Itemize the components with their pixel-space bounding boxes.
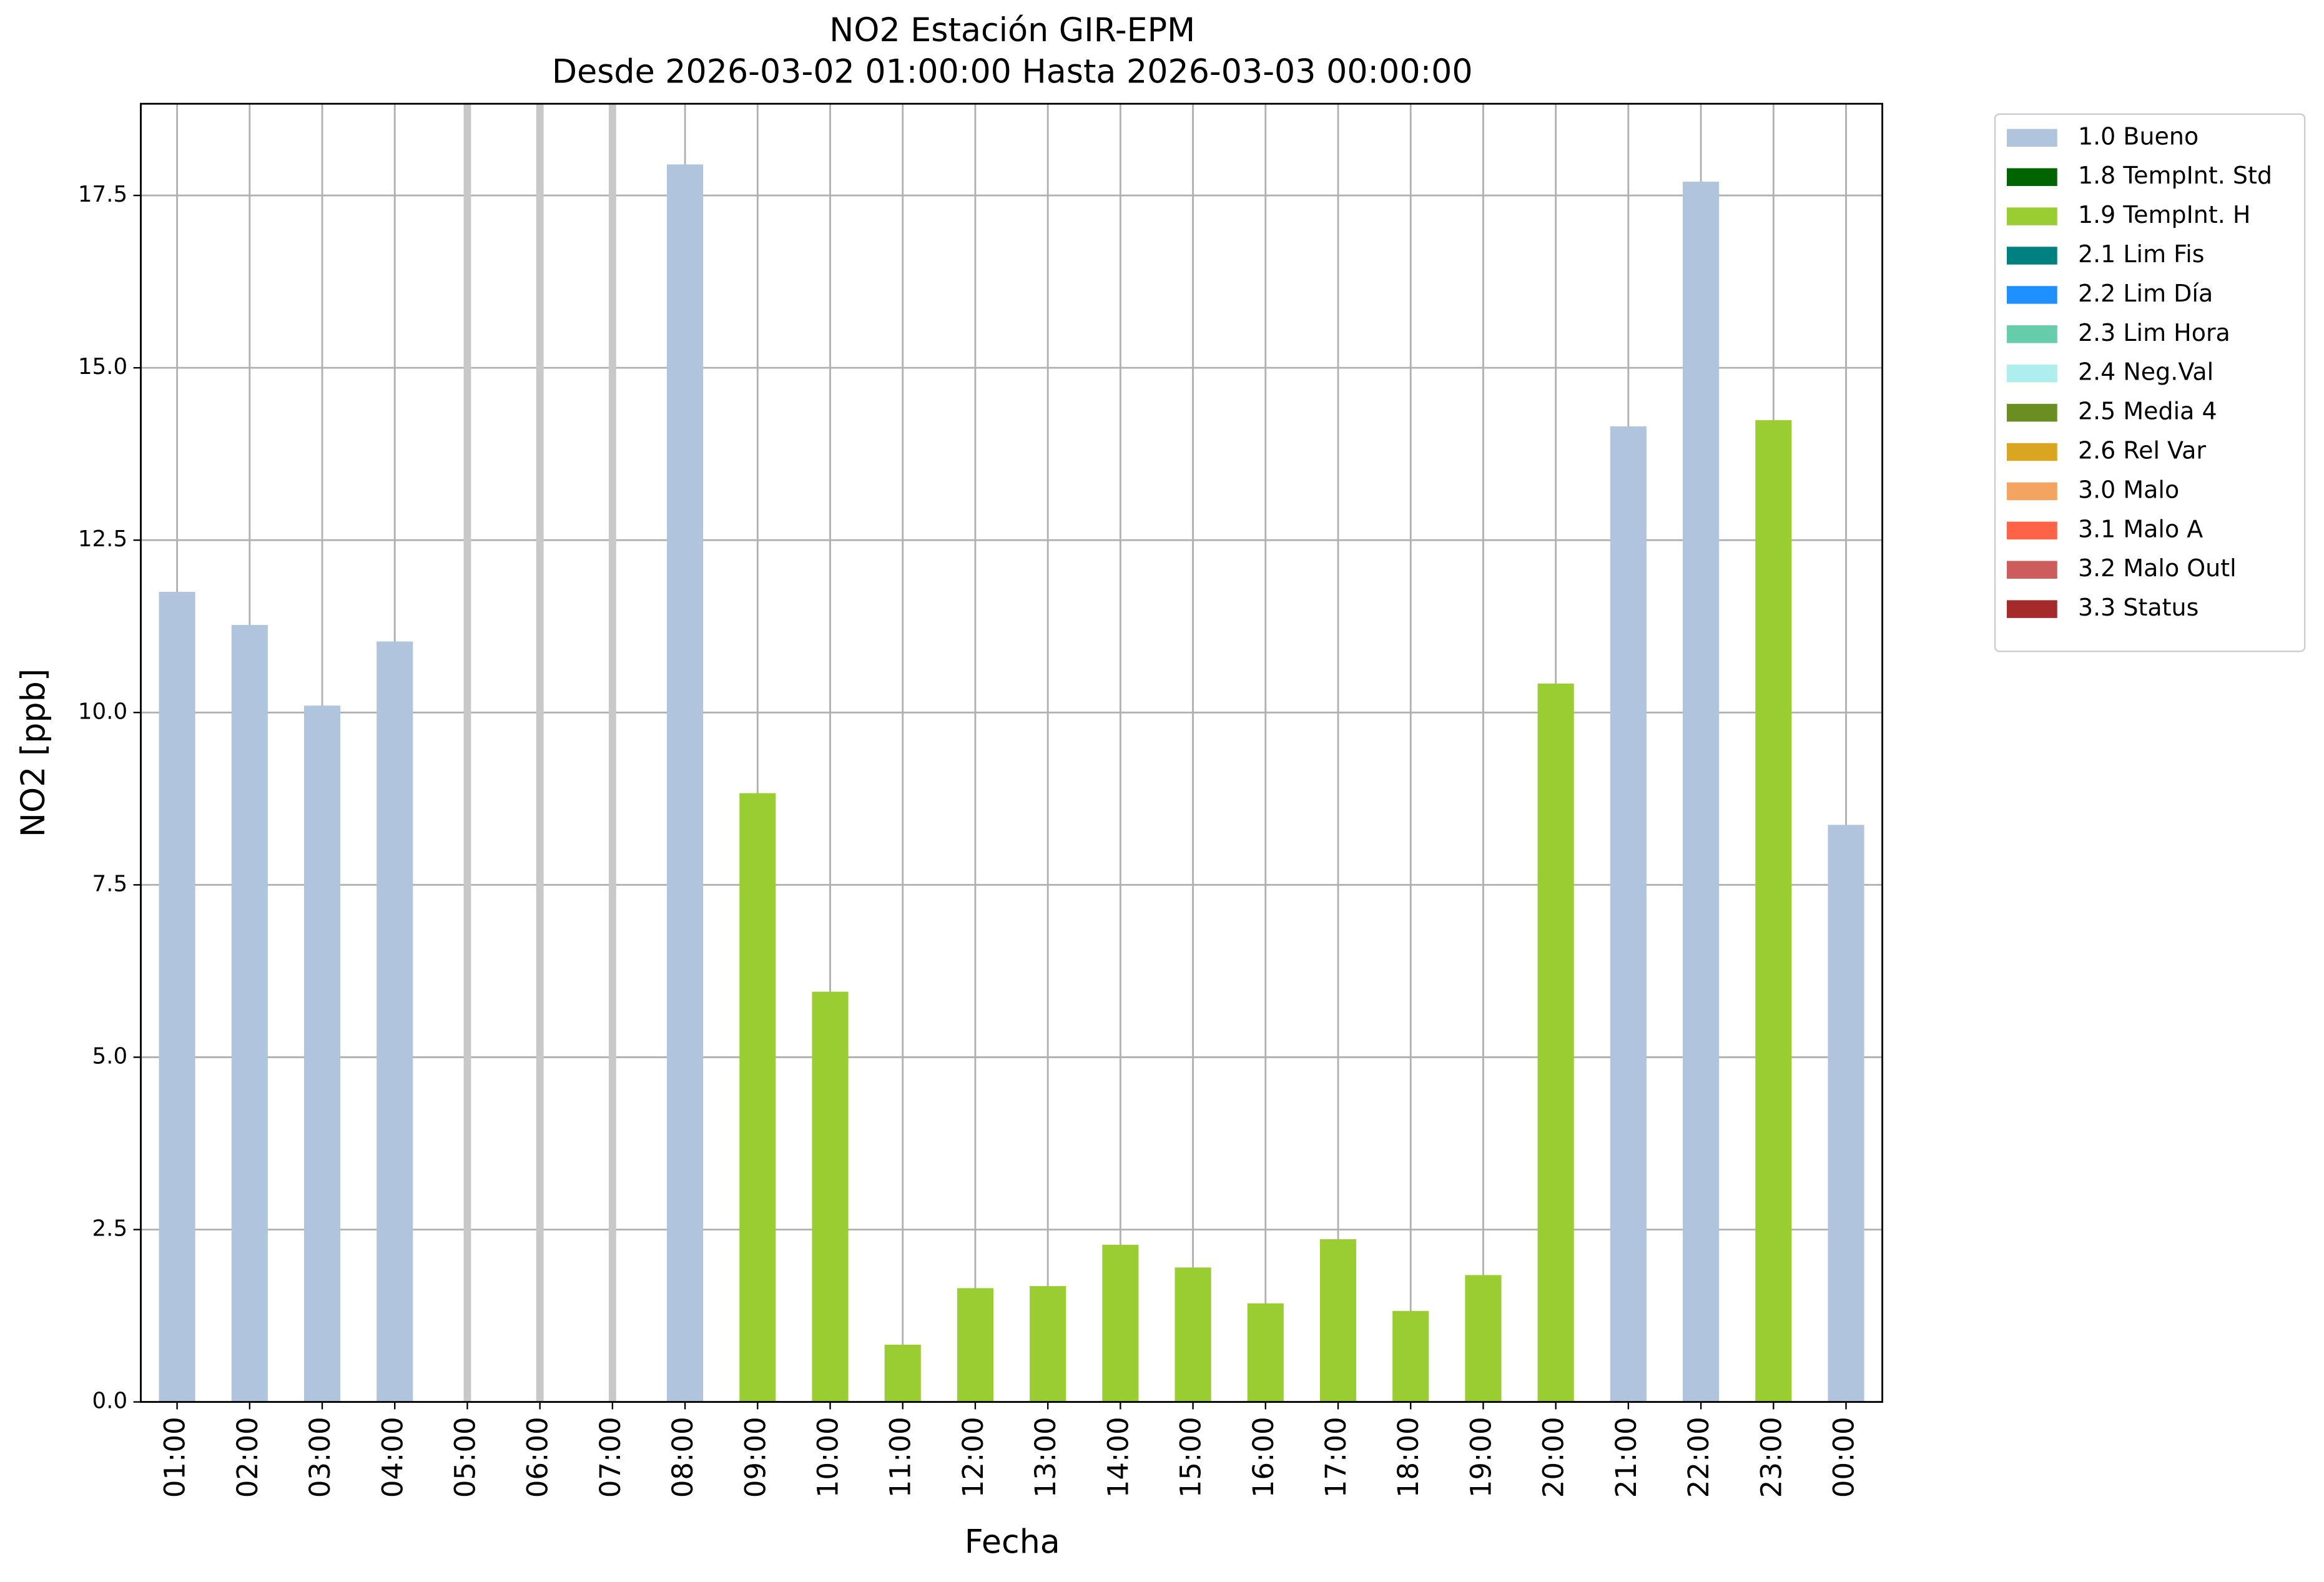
bar [739,793,776,1402]
x-tick-label: 02:00 [231,1417,264,1498]
x-tick-label: 19:00 [1464,1417,1497,1498]
y-tick-label: 5.0 [92,1043,128,1069]
chart-subtitle: Desde 2026-03-02 01:00:00 Hasta 2026-03-… [552,54,1473,91]
legend-label: 1.8 TempInt. Std [2078,162,2272,189]
x-tick-label: 20:00 [1537,1417,1570,1498]
legend-label: 2.1 Lim Fis [2078,240,2205,268]
x-tick-label: 08:00 [666,1417,699,1498]
x-tick-label: 04:00 [376,1417,409,1498]
legend-label: 2.6 Rel Var [2078,437,2206,464]
legend-label: 1.9 TempInt. H [2078,201,2250,228]
bar [377,641,413,1402]
legend-swatch [2007,247,2057,265]
bar [1102,1244,1139,1402]
legend-label: 2.3 Lim Hora [2078,319,2230,346]
x-tick-label: 11:00 [884,1417,917,1498]
x-tick-label: 21:00 [1610,1417,1643,1498]
bar [1465,1275,1502,1402]
bar [1683,181,1720,1402]
x-tick-label: 01:00 [159,1417,192,1498]
x-tick-label: 06:00 [521,1417,554,1498]
bar [1392,1310,1429,1402]
bar [1828,825,1864,1402]
x-tick-label: 17:00 [1319,1417,1352,1498]
legend-swatch [2007,600,2057,618]
bar [1174,1267,1211,1402]
y-tick-label: 12.5 [78,526,127,552]
y-tick-label: 10.0 [78,699,127,724]
x-tick-label: 12:00 [957,1417,990,1498]
y-tick-label: 2.5 [92,1216,128,1241]
bar [1319,1239,1357,1402]
legend-label: 3.3 Status [2078,594,2198,621]
x-tick-label: 16:00 [1247,1417,1280,1498]
legend-swatch [2007,561,2057,579]
bar [159,592,195,1402]
legend-label: 2.5 Media 4 [2078,398,2217,425]
x-tick-label: 00:00 [1828,1417,1861,1498]
bar [1610,426,1647,1402]
bar [1537,683,1574,1402]
bar [884,1344,921,1402]
x-tick-label: 05:00 [448,1417,481,1498]
bar [231,625,268,1402]
bar [1030,1286,1066,1402]
chart-title: NO2 Estación GIR-EPM [829,12,1195,49]
y-tick-label: 0.0 [92,1388,128,1414]
x-tick-label: 10:00 [812,1417,845,1498]
x-tick-label: 23:00 [1755,1417,1788,1498]
bar [1755,420,1792,1402]
x-tick-label: 13:00 [1029,1417,1062,1498]
bar [957,1288,994,1402]
x-tick-label: 22:00 [1682,1417,1715,1498]
bar [1247,1303,1284,1402]
legend-swatch [2007,168,2057,186]
y-tick-label: 7.5 [92,871,128,897]
x-tick-label: 18:00 [1392,1417,1425,1498]
x-tick-label: 14:00 [1101,1417,1135,1498]
legend-box [1994,113,2306,652]
x-tick-label: 15:00 [1174,1417,1208,1498]
legend-swatch [2007,443,2057,461]
legend-swatch [2007,521,2057,540]
bar [812,991,849,1402]
y-tick-label: 15.0 [78,354,127,380]
legend-swatch [2007,482,2057,501]
plot-frame [140,102,1884,1403]
x-tick-label: 07:00 [594,1417,627,1498]
legend-swatch [2007,403,2057,422]
legend-label: 3.2 Malo Outl [2078,554,2237,582]
bar [303,705,341,1402]
bar [667,164,704,1402]
legend-swatch [2007,286,2057,304]
legend-swatch [2007,129,2057,147]
legend-label: 3.1 Malo A [2078,515,2203,543]
legend-label: 3.0 Malo [2078,476,2179,503]
legend-label: 2.4 Neg.Val [2078,358,2213,386]
x-tick-label: 03:00 [303,1417,337,1498]
y-tick-label: 17.5 [78,182,127,207]
legend-swatch [2007,364,2057,383]
x-axis-title: Fecha [965,1523,1060,1561]
legend-label: 1.0 Bueno [2078,122,2198,150]
y-axis-title: NO2 [ppb] [15,669,52,837]
legend-swatch [2007,207,2057,225]
legend-label: 2.2 Lim Día [2078,280,2213,307]
x-tick-label: 09:00 [739,1417,772,1498]
legend-swatch [2007,325,2057,343]
